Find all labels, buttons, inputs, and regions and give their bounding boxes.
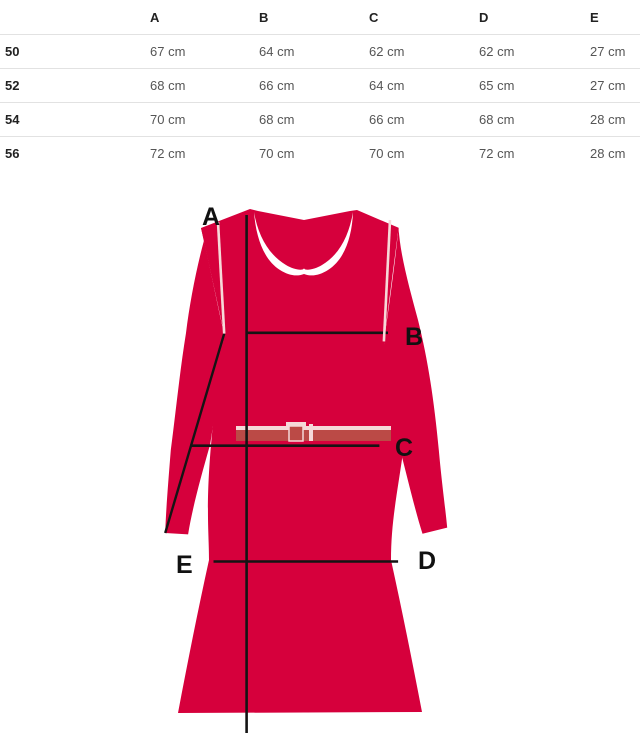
svg-text:C: C [395, 434, 413, 462]
svg-text:A: A [202, 203, 220, 231]
svg-text:B: B [405, 323, 423, 351]
svg-text:D: D [418, 547, 436, 575]
svg-text:E: E [176, 551, 193, 579]
